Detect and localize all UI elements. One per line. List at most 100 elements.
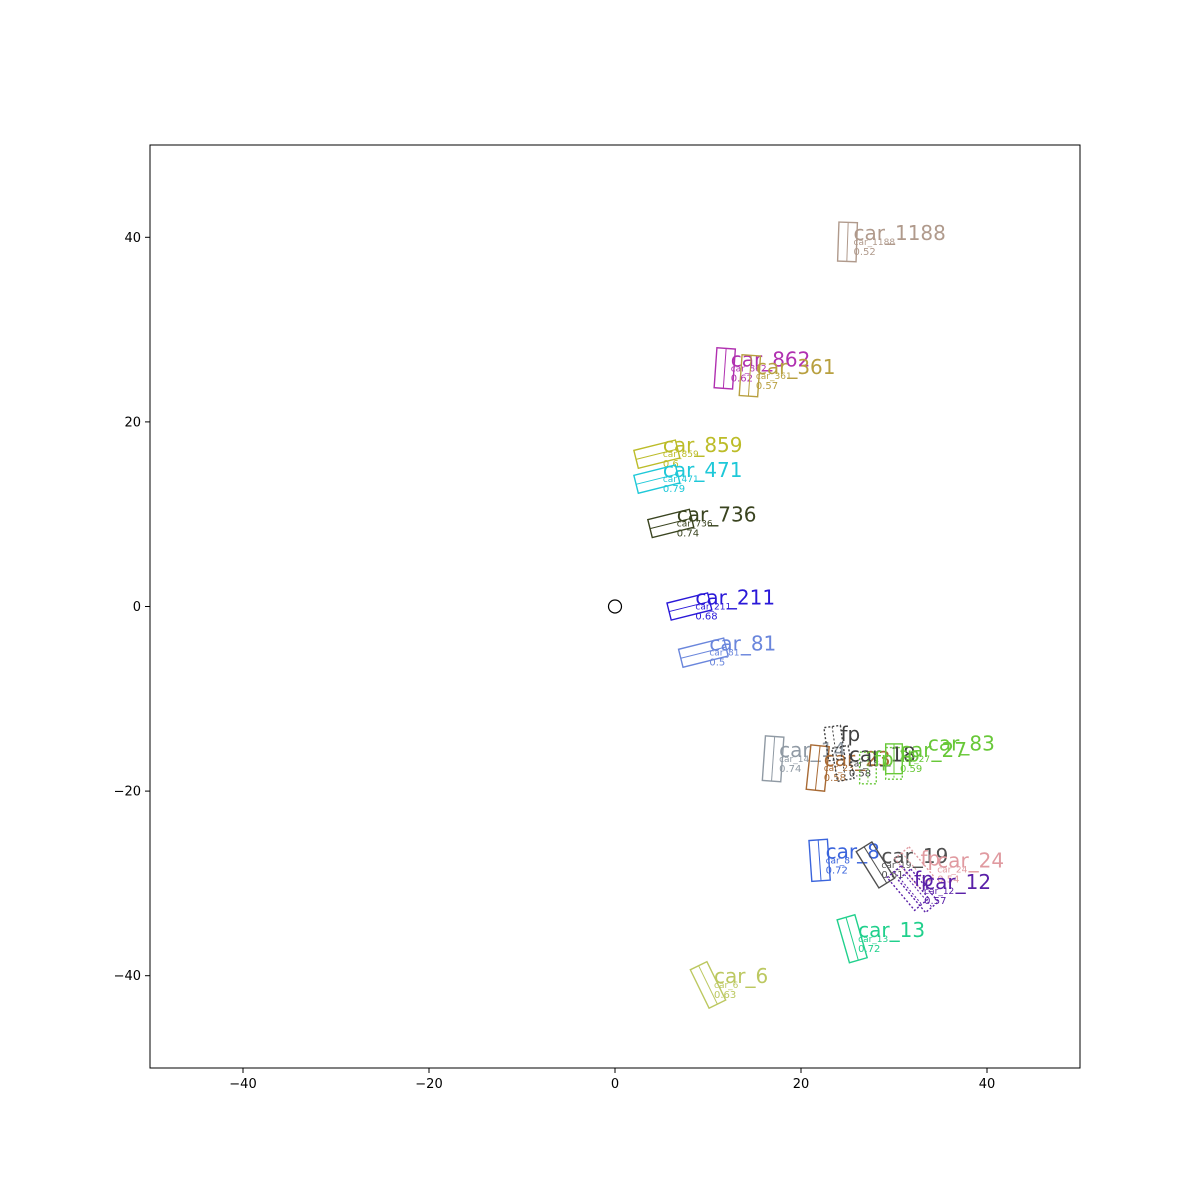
box-label: car_12 [924,870,991,894]
box-score: 0.58 [849,768,871,779]
box-sublabel: car_27 [900,755,930,765]
detection-box-fp: fp [893,845,940,890]
box-score: 0.68 [695,612,717,623]
box-sublabel: car_23 [824,764,854,774]
box-sublabel: car_1188 [854,238,896,248]
box-label: fp [900,742,920,766]
box-heading-line [635,448,678,460]
y-tick-label: 0 [133,600,141,615]
box-score: 0.5 [709,658,725,669]
box-label: car_19 [881,844,948,868]
box-score: 0.57 [756,381,778,392]
box-score: 0.52 [854,247,876,258]
box-score: 0.6 [663,459,679,470]
box-score: 0.79 [663,484,685,495]
axes-frame [149,144,1081,1069]
box-score: 0.57 [924,896,946,907]
box-score: 0.74 [677,528,699,539]
box-heading-line [635,473,678,485]
box-label: car_736 [677,502,757,526]
box-score: 0.72 [826,865,848,876]
box-heading-line [680,646,727,659]
box-score: 0.74 [779,764,801,775]
box-sublabel: car_12 [924,887,954,897]
box-sublabel: car_859 [663,450,699,460]
box-sublabel: car_361 [756,372,792,382]
detection-marks: car_1188car_11880.52car_862car_8620.62ca… [607,221,1004,1010]
box-sublabel: car_19 [881,861,911,871]
box-heading-line [831,726,838,760]
box-heading-line [698,965,718,1005]
box-heading-line [817,839,822,881]
box-score: 0.72 [858,944,880,955]
box-score: 0.63 [714,990,736,1001]
box-label: car_14 [779,738,846,762]
detection-box-fp: fp [886,864,934,912]
box-label: car_361 [756,355,836,379]
box-label: car_83 [928,731,995,755]
box-heading-line [722,348,727,389]
x-tick-label: −20 [415,1077,442,1092]
box-label: car_81 [709,632,776,656]
box-heading-line [901,852,928,883]
box-sublabel: car_14 [779,755,809,765]
box-label: fp [840,722,860,746]
box-score: 0.59 [900,764,922,775]
axis-ticks: −40 −20 0 20 40 −40 −20 0 20 40 [114,231,996,1092]
box-label: car_859 [663,433,743,457]
y-tick-label: −40 [114,969,141,984]
box-sublabel: car_24 [937,866,967,876]
box-sublabel: car_13 [858,935,888,945]
plot-area: car_1188car_11880.52car_862car_8620.62ca… [607,221,1004,1010]
box-label: car_6 [714,964,768,988]
box-heading-line [904,874,933,908]
box-label: fp [920,847,940,871]
ego-vehicle-marker [607,599,623,614]
box-heading-line [668,600,710,613]
box-heading-line [839,746,847,780]
box-sublabel: car_736 [677,519,713,529]
box-outline [897,868,940,914]
box-heading-line [846,222,849,262]
box-label: car_862 [731,347,811,371]
box-label: car_211 [695,586,775,610]
box-sublabel: car_18 [849,759,879,769]
box-score: 0.58 [824,773,846,784]
box-sublabel: car_81 [709,649,739,659]
detection-box-fp: fp [823,722,860,762]
y-tick-label: 40 [124,231,141,246]
box-heading-line [649,517,692,530]
box-heading-line [814,745,821,791]
box-sublabel: car_471 [663,475,699,485]
box-label: car_13 [858,918,925,942]
x-tick-label: 40 [979,1077,996,1092]
x-tick-label: 0 [611,1077,619,1092]
box-label: car_24 [937,849,1004,873]
x-tick-label: 20 [793,1077,810,1092]
box-score: 0.62 [731,373,753,384]
box-label: car_27 [900,738,967,762]
detection-box-fp: fp [858,747,894,785]
box-heading-line [747,355,752,397]
y-tick-label: 20 [124,415,141,430]
box-heading-line [771,736,776,782]
x-tick-label: −40 [229,1077,256,1092]
detection-box-car-83: car_83 [928,731,995,755]
box-score: 0.61 [881,870,903,881]
y-tick-label: −20 [114,785,141,800]
